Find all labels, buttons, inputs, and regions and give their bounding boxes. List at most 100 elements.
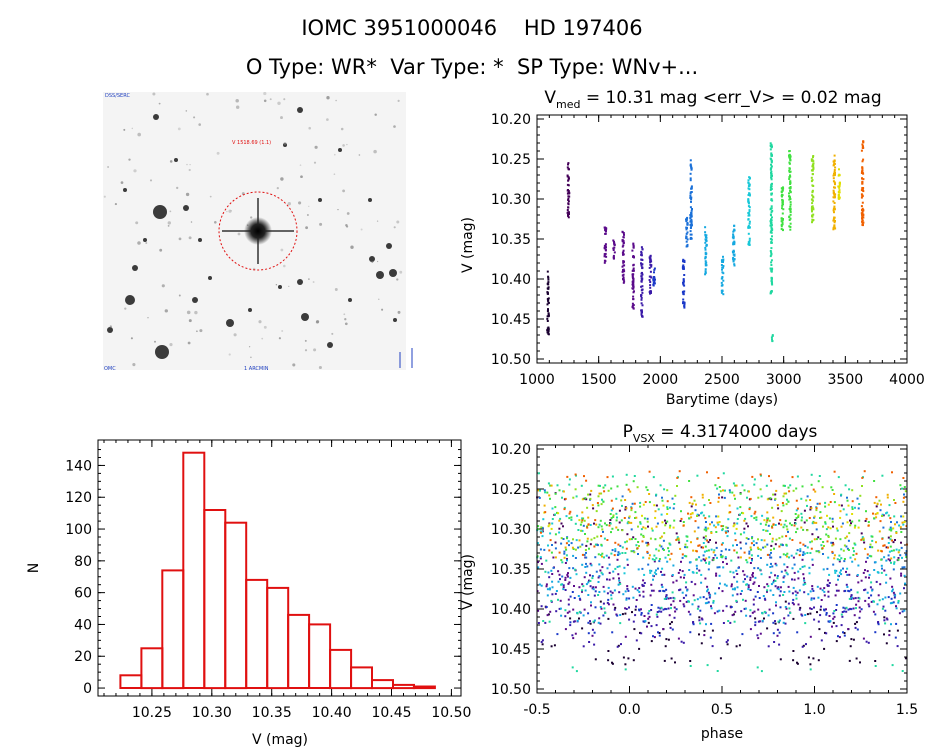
phase-point: [625, 473, 628, 476]
phase-point: [615, 519, 618, 522]
faint-star: [188, 236, 192, 240]
phase-point: [831, 625, 833, 628]
phase-point: [759, 488, 762, 491]
faint-star: [178, 294, 181, 297]
lc-point: [733, 264, 736, 267]
lc-point: [769, 292, 772, 295]
phase-point: [783, 591, 786, 593]
phase-point: [712, 551, 715, 554]
faint-star: [304, 339, 307, 342]
phase-point: [589, 620, 591, 623]
phase-point: [897, 600, 900, 602]
lc-point: [788, 225, 791, 228]
phase-point: [566, 573, 569, 576]
lc-point: [683, 301, 686, 304]
phase-point: [646, 541, 649, 544]
lc-point: [770, 277, 773, 280]
phase-point: [652, 578, 654, 581]
phase-point: [891, 664, 894, 667]
phase-point: [722, 622, 725, 624]
lc-point: [770, 282, 773, 285]
phase-point: [844, 537, 847, 540]
phase-point: [633, 502, 636, 505]
phase-point: [586, 526, 589, 529]
lc-point: [770, 222, 773, 225]
lc-point: [747, 232, 750, 235]
lc-point: [861, 220, 864, 223]
lc-point: [631, 304, 634, 307]
faint-star: [186, 163, 188, 166]
phase-point: [745, 614, 748, 617]
lc-point: [722, 265, 725, 267]
phase-point: [576, 619, 579, 622]
phase-point: [569, 624, 572, 627]
phase-point: [562, 584, 565, 587]
lc-point: [632, 291, 635, 294]
phase-point: [802, 583, 805, 586]
phase-point: [824, 521, 827, 524]
lc-point: [771, 267, 773, 270]
lc-point: [747, 179, 750, 182]
phase-point: [873, 569, 876, 571]
phase-point: [590, 489, 593, 492]
lc-point: [811, 194, 814, 197]
phase-point: [694, 509, 697, 512]
phase-point: [673, 616, 676, 619]
phase-point: [880, 503, 882, 506]
phase-point: [889, 559, 891, 562]
lc-point: [832, 196, 835, 199]
phase-point: [725, 605, 728, 608]
phase-point: [878, 599, 881, 602]
phase-point: [743, 519, 746, 522]
phase-point: [626, 585, 629, 588]
phase-point: [840, 504, 843, 507]
phase-point: [849, 645, 852, 648]
field-star: [226, 319, 234, 327]
phase-point: [668, 614, 671, 617]
lc-point: [861, 217, 863, 220]
phase-point: [542, 620, 545, 622]
y-tick-label: 10.50: [491, 682, 531, 698]
lc-point: [640, 313, 643, 316]
phase-point: [835, 583, 838, 586]
lc-point: [721, 290, 724, 293]
phase-point: [823, 609, 826, 612]
lc-point: [631, 249, 634, 252]
phase-point: [811, 558, 814, 561]
phase-point: [845, 606, 848, 609]
phase-point: [655, 573, 658, 576]
phase-point: [785, 503, 788, 506]
lc-point: [861, 145, 864, 148]
phase-point: [545, 559, 548, 562]
faint-star: [263, 325, 267, 329]
phase-point: [753, 581, 756, 584]
phase-point: [552, 556, 555, 559]
lc-point: [649, 259, 652, 262]
lc-point: [721, 259, 723, 262]
phase-point: [581, 627, 584, 630]
lc-point: [720, 291, 723, 294]
phase-point: [846, 573, 849, 576]
phase-point: [893, 499, 895, 501]
phase-point: [600, 525, 603, 528]
phase-point: [706, 601, 709, 604]
lc-point: [720, 281, 723, 284]
phase-point: [766, 519, 769, 522]
phase-point: [733, 549, 736, 552]
lc-point: [771, 216, 773, 219]
faint-star: [194, 310, 198, 315]
phase-point: [666, 489, 669, 492]
phase-point: [557, 570, 560, 573]
faint-star: [378, 298, 380, 300]
phase-point: [594, 606, 597, 609]
histogram-frame: [97, 439, 462, 697]
lc-point: [810, 180, 813, 183]
phase-point: [617, 528, 620, 531]
phase-point: [792, 603, 795, 606]
phase-point: [541, 643, 544, 646]
phase-point: [659, 537, 662, 540]
phase-point: [904, 657, 907, 660]
faint-star: [167, 225, 170, 227]
phase-point: [586, 540, 589, 543]
phase-point: [784, 519, 787, 522]
